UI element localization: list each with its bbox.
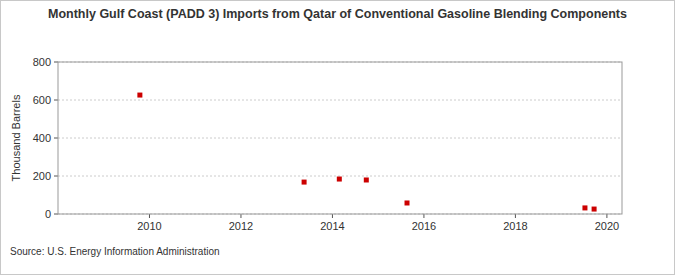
x-tick-label: 2018 <box>503 220 527 232</box>
x-tick <box>240 214 241 218</box>
x-tick <box>423 214 424 218</box>
point <box>137 93 142 98</box>
x-tick <box>515 214 516 218</box>
title-line: Monthly Gulf Coast (PADD 3) Imports from… <box>48 7 627 21</box>
x-tick <box>332 214 333 218</box>
grid-line <box>58 138 622 139</box>
x-tick-label: 2016 <box>412 220 436 232</box>
point <box>405 200 410 205</box>
y-tick <box>54 214 58 215</box>
background <box>1 1 675 275</box>
title: Monthly Gulf Coast (PADD 3) Imports from… <box>48 7 627 21</box>
chart: Monthly Gulf Coast (PADD 3) Imports from… <box>0 0 675 275</box>
point <box>582 205 587 210</box>
y-tick-label: 600 <box>33 94 51 106</box>
x-tick-label: 2020 <box>595 220 619 232</box>
x-tick-label: 2014 <box>320 220 344 232</box>
point <box>364 177 369 182</box>
y-tick-label: 0 <box>45 208 51 220</box>
y-tick <box>54 62 58 63</box>
y-tick <box>54 138 58 139</box>
point <box>337 177 342 182</box>
x-tick <box>149 214 150 218</box>
y-tick-label: 400 <box>33 132 51 144</box>
x-tick-label: 2012 <box>229 220 253 232</box>
x-tick <box>606 214 607 218</box>
plot-frame <box>58 62 622 214</box>
points <box>137 93 596 212</box>
point <box>592 207 597 212</box>
y-tick-label: 200 <box>33 170 51 182</box>
y-tick <box>54 176 58 177</box>
y-tick-label: 800 <box>33 56 51 68</box>
y-tick <box>54 100 58 101</box>
grid-line <box>58 176 622 177</box>
point <box>302 180 307 185</box>
y-axis-label: Thousand Barrels <box>10 94 22 181</box>
grid-line <box>58 100 622 101</box>
x-tick-label: 2010 <box>137 220 161 232</box>
source: Source: U.S. Energy Information Administ… <box>10 246 220 257</box>
